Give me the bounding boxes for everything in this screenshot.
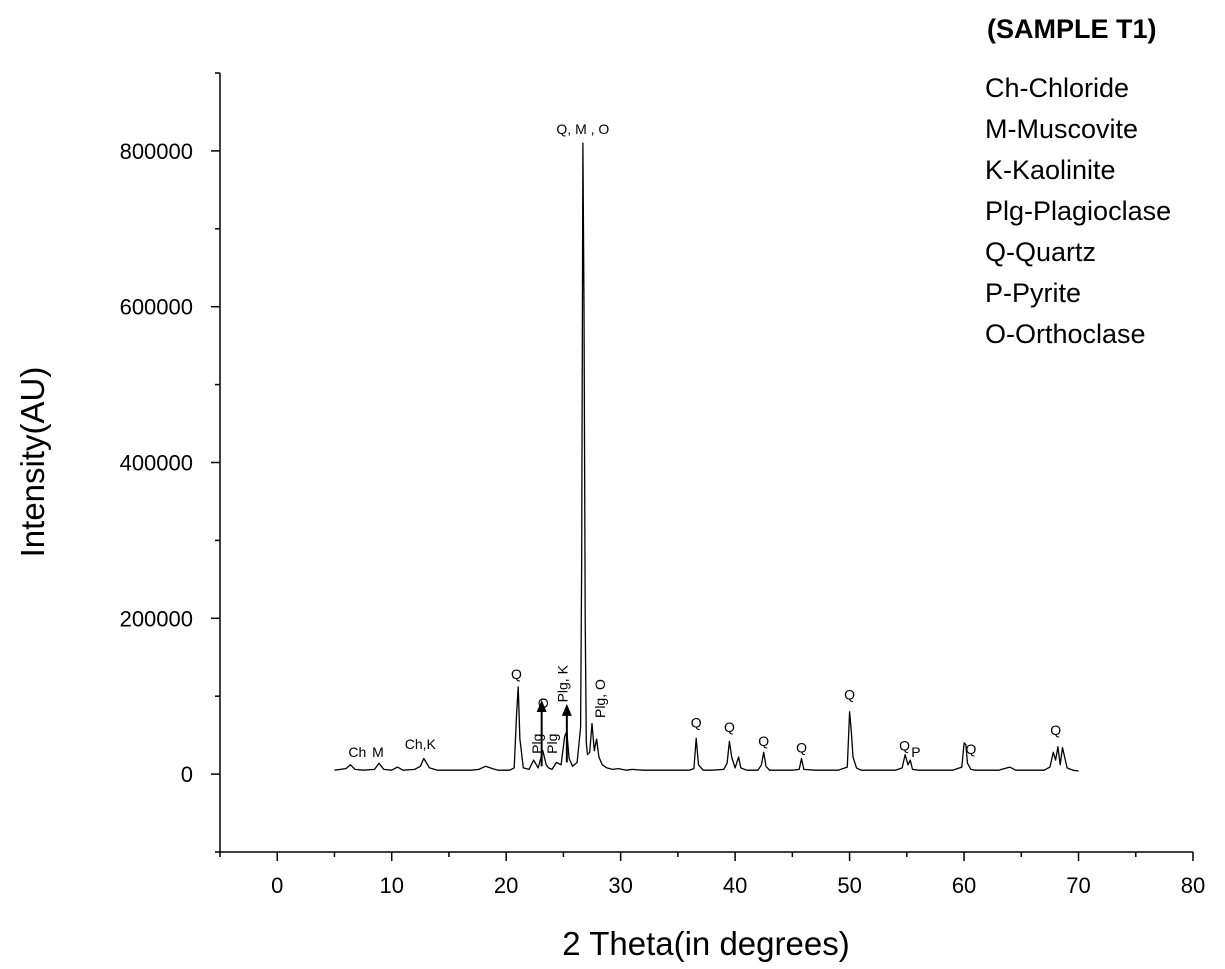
x-tick-label: 60 (952, 873, 976, 898)
x-tick-label: 0 (271, 873, 283, 898)
x-tick-label: 70 (1066, 873, 1090, 898)
series (334, 142, 1079, 772)
peak-label: Q (724, 719, 735, 735)
y-axis-title: Intensity(AU) (14, 367, 51, 558)
y-tick-label: 800000 (120, 139, 193, 164)
peak-label: P (911, 744, 920, 760)
mineral-legend: Ch-Chloride M-Muscovite K-Kaolinite Plg-… (985, 68, 1171, 355)
peak-arrow-head (561, 703, 572, 716)
x-tick-label: 80 (1181, 873, 1205, 898)
legend-item: O-Orthoclase (985, 319, 1146, 349)
legend-item: Plg-Plagioclase (985, 196, 1172, 226)
legend-item: K-Kaolinite (985, 155, 1116, 185)
y-tick-label: 400000 (120, 451, 193, 476)
peak-label: Plg (529, 734, 545, 754)
y-tick-label: 600000 (120, 295, 193, 320)
peak-label: Ch (348, 744, 366, 760)
peak-label: Q (965, 741, 976, 757)
peak-label: Q (1050, 722, 1061, 738)
peak-label: O (535, 698, 551, 709)
peak-label: Q (758, 733, 769, 749)
peak-arrow-head (536, 699, 547, 712)
y-tick-label: 0 (181, 762, 193, 787)
x-axis-title: 2 Theta(in degrees) (562, 925, 849, 962)
x-tick-label: 10 (379, 873, 403, 898)
y-tick-label: 200000 (120, 606, 193, 631)
legend-item: Ch-Chloride (985, 73, 1130, 103)
peak-label: Q (899, 738, 910, 754)
peak-label: Plg (544, 734, 560, 754)
ticks: 0 10 20 30 40 50 60 70 80 0 200000 400000 600000 8000… (120, 72, 1205, 898)
peak-label: Q, M , O (556, 121, 609, 137)
sample-title: (SAMPLE T1) (987, 14, 1157, 44)
x-tick-label: 30 (608, 873, 632, 898)
peak-labels: Ch M Ch,K Q Plg O Plg Plg, K Q, M , O Plg, O Q Q Q Q Q… (348, 121, 1061, 767)
legend-item: M-Muscovite (985, 114, 1139, 144)
legend-item: P-Pyrite (985, 278, 1082, 308)
peak-label: Ch,K (405, 736, 437, 752)
peak-label: Q (844, 686, 855, 702)
peak-label: M (372, 744, 384, 760)
peak-label: Q (511, 666, 522, 682)
peak-label: Q (796, 739, 807, 755)
peak-label: Q (691, 714, 702, 730)
xrd-pattern-line (334, 142, 1079, 772)
x-tick-label: 40 (723, 873, 747, 898)
peak-label: Plg, O (592, 679, 608, 718)
peak-label: Plg, K (554, 664, 570, 702)
legend-item: Q-Quartz (985, 237, 1097, 267)
x-tick-label: 20 (494, 873, 518, 898)
x-tick-label: 50 (837, 873, 861, 898)
